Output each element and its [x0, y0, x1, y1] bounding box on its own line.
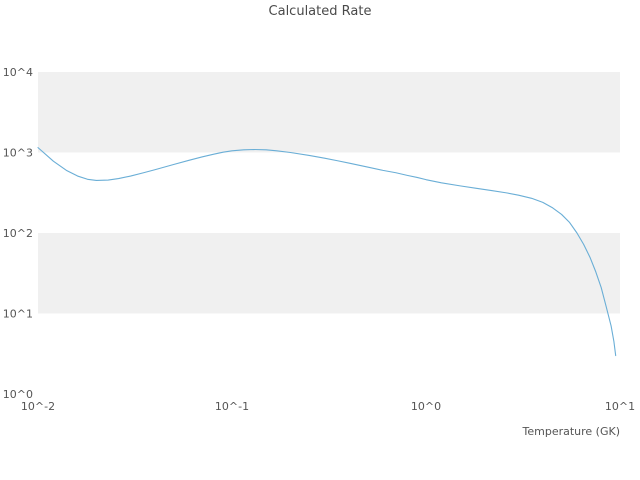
- chart-title: Calculated Rate: [268, 4, 372, 19]
- y-tick-label: 10^1: [3, 308, 33, 321]
- decade-band: [38, 72, 620, 153]
- y-tick-label: 10^3: [3, 147, 33, 160]
- y-tick-label: 10^4: [3, 66, 33, 79]
- y-tick-label: 10^0: [3, 388, 33, 401]
- x-axis-label: Temperature (GK): [522, 425, 621, 438]
- x-tick-label: 10^0: [411, 400, 441, 413]
- series-line-calculated-rate: [37, 147, 617, 357]
- x-tick-label: 10^1: [605, 400, 635, 413]
- y-tick-label: 10^2: [3, 227, 33, 240]
- x-tick-label: 10^-1: [215, 400, 249, 413]
- decade-band: [38, 233, 620, 314]
- x-tick-label: 10^-2: [21, 400, 55, 413]
